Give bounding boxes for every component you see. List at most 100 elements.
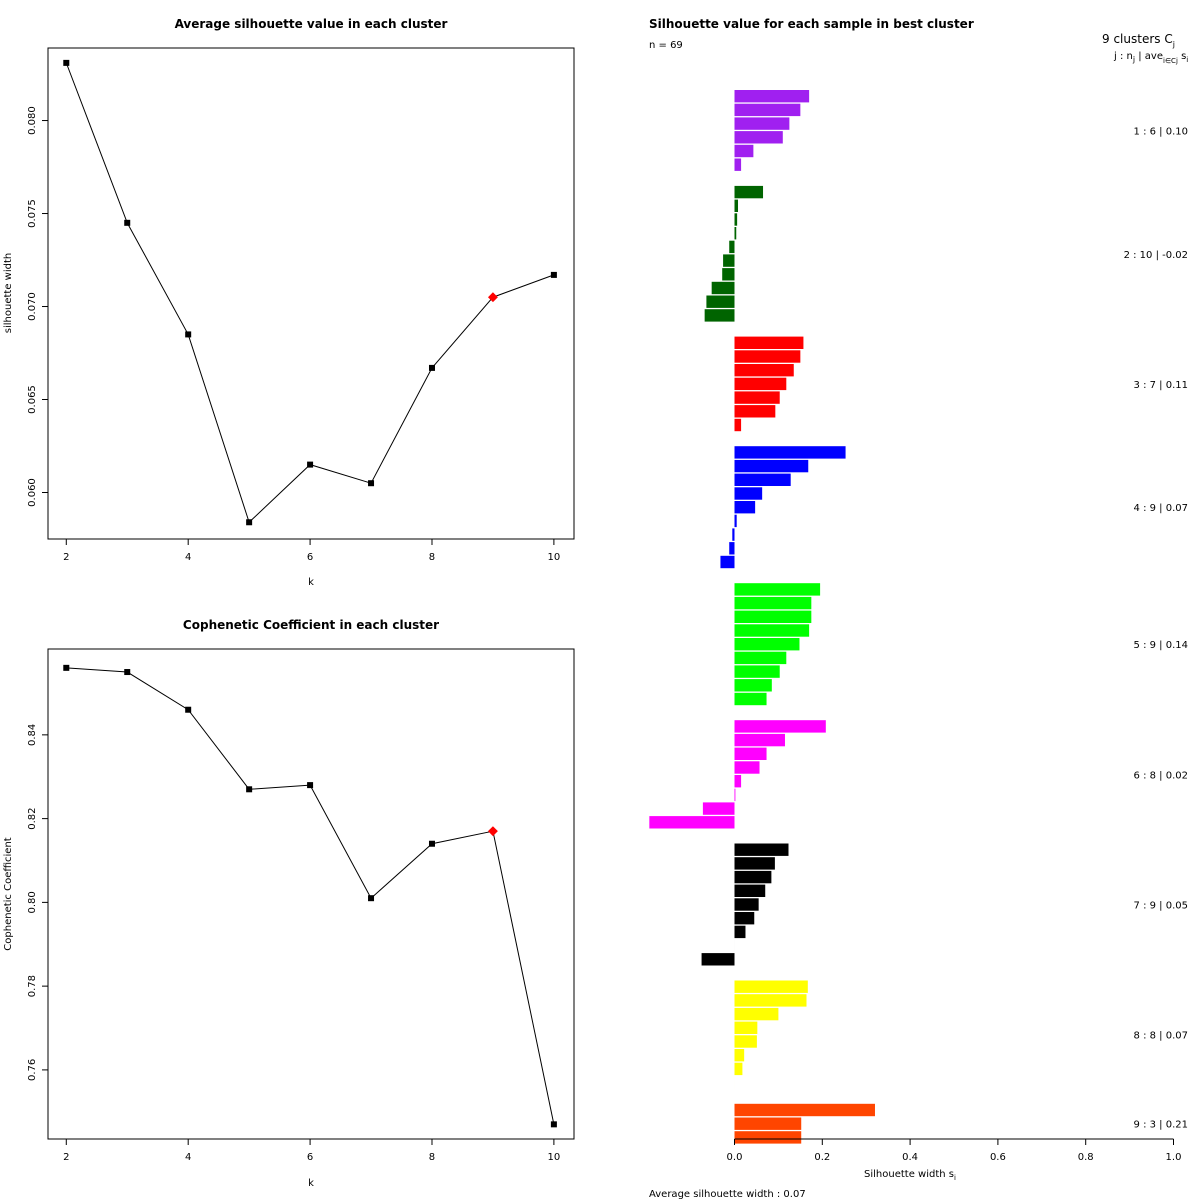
x-tick-label: 0.8 [1078,1152,1094,1163]
cluster-label: 8 : 8 | 0.07 [1134,1031,1188,1042]
silhouette-bar [711,281,735,295]
series-line [65,62,555,524]
data-point [124,669,131,676]
x-axis: 0.0 0.2 0.4 0.6 0.8 1.0 [727,1138,1181,1163]
chart-title: Cophenetic Coefficient in each cluster [183,618,439,632]
silhouette-bar [734,364,794,377]
x-tick-label: 10 [548,1152,561,1163]
cluster-label: 5 : 9 | 0.14 [1134,640,1188,651]
silhouette-bar [734,638,800,651]
y-tick-label: 0.080 [27,106,38,135]
x-tick-label: 4 [185,1152,191,1163]
data-point [428,840,435,847]
silhouette-bar [734,90,810,103]
cluster-label: 1 : 6 | 0.10 [1134,126,1188,137]
x-axis-label: k [308,577,314,588]
data-point [307,461,314,468]
silhouette-bar [734,473,791,486]
silhouette-bar [734,1021,758,1034]
data-point [368,895,375,902]
x-tick-label: 6 [307,1152,313,1163]
silhouette-bar [734,213,738,226]
silhouette-bar [734,446,846,459]
silhouette-line-chart: Average silhouette value in each cluster… [3,17,575,588]
y-tick-label: 0.78 [27,975,38,997]
silhouette-bar-plot: Silhouette value for each sample in best… [649,17,1188,1200]
average-silhouette-label: Average silhouette width : 0.07 [649,1189,806,1200]
silhouette-bar [734,583,821,596]
silhouette-bar [734,925,746,939]
silhouette-bar [734,514,737,528]
silhouette-bar [734,418,742,432]
silhouette-bar [701,953,735,966]
y-tick-label: 0.80 [27,891,38,913]
silhouette-bar [734,788,736,802]
data-point [124,219,131,226]
x-axis: 2 4 6 8 10 [63,538,561,563]
silhouette-bar [734,912,755,925]
x-tick-label: 0.4 [902,1152,918,1163]
x-tick-label: 0.0 [727,1152,743,1163]
silhouette-bar [734,1062,743,1076]
silhouette-bar [734,679,772,692]
data-point [63,59,70,66]
silhouette-bar [734,884,766,897]
silhouette-bar [734,1103,875,1117]
y-tick-label: 0.065 [27,385,38,414]
silhouette-bar [734,994,807,1007]
silhouette-bar [734,350,801,363]
silhouette-bar [734,1117,802,1130]
silhouette-bar [702,802,735,815]
x-tick-label: 6 [307,552,313,563]
x-tick-label: 2 [63,1152,69,1163]
x-tick-label: 0.6 [990,1152,1006,1163]
y-axis: 0.76 0.78 0.80 0.82 0.84 [27,724,49,1081]
y-axis: 0.060 0.065 0.070 0.075 0.080 [27,106,49,507]
silhouette-bar [734,596,812,610]
series-line [66,667,555,1125]
silhouette-bar [734,1007,779,1021]
cophenetic-line-chart: Cophenetic Coefficient in each cluster k… [3,618,575,1189]
silhouette-bar [729,542,735,555]
silhouette-bar [734,898,759,911]
data-point [307,782,314,789]
silhouette-bar [734,665,780,678]
silhouette-bar [734,391,780,404]
best-k-point [487,826,498,837]
silhouette-bar [734,501,756,514]
plot-frame [47,648,575,1140]
silhouette-bar [734,775,742,788]
silhouette-bar [723,254,735,267]
silhouette-bar [734,1131,802,1144]
cluster-label: 9 : 3 | 0.21 [1134,1120,1188,1131]
cluster-label: 6 : 8 | 0.02 [1134,770,1188,781]
silhouette-bar [734,336,804,349]
silhouette-bar [734,227,737,240]
chart-title: Average silhouette value in each cluster [175,17,448,31]
silhouette-bar [734,1049,745,1062]
x-axis: 2 4 6 8 10 [63,1138,561,1163]
cluster-label: 4 : 9 | 0.07 [1134,503,1188,514]
y-axis-label: silhouette width [3,253,14,333]
silhouette-bar [734,857,775,870]
bars [649,90,875,1144]
data-point [246,786,253,793]
silhouette-bar [706,295,735,308]
silhouette-bar [734,733,785,747]
silhouette-bar [734,377,787,391]
chart-title: Silhouette value for each sample in best… [649,17,974,31]
silhouette-bar [734,651,787,665]
x-tick-label: 10 [548,552,561,563]
data-point [63,664,70,671]
y-tick-label: 0.84 [27,724,38,746]
sample-count-label: n = 69 [649,40,683,51]
silhouette-bar [734,761,760,774]
silhouette-bar [729,240,735,254]
silhouette-bar [734,131,783,144]
y-axis-label: Cophenetic Coefficient [3,837,14,950]
silhouette-bar [734,459,809,473]
silhouette-bar [734,980,808,993]
best-k-point [487,292,498,303]
legend-header-clusters: 9 clusters Cj [1102,32,1175,49]
